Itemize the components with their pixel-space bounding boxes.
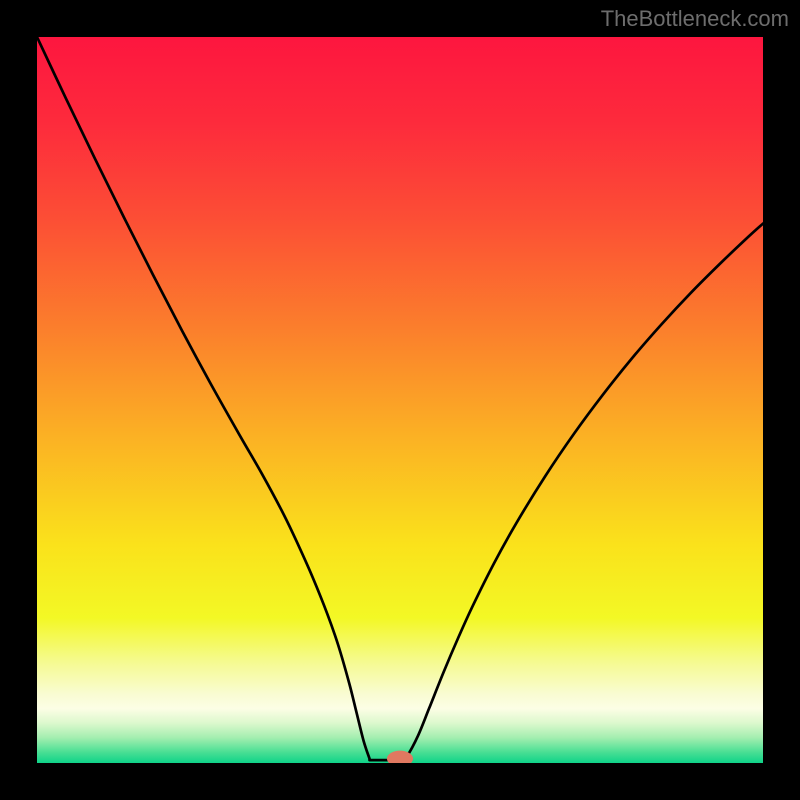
bottleneck-chart <box>0 0 800 800</box>
gradient-background <box>37 37 763 763</box>
watermark-text: TheBottleneck.com <box>601 6 789 32</box>
chart-container: TheBottleneck.com <box>0 0 800 800</box>
